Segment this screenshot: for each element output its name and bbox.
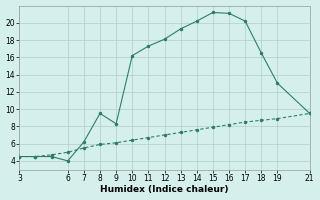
X-axis label: Humidex (Indice chaleur): Humidex (Indice chaleur) <box>100 185 229 194</box>
